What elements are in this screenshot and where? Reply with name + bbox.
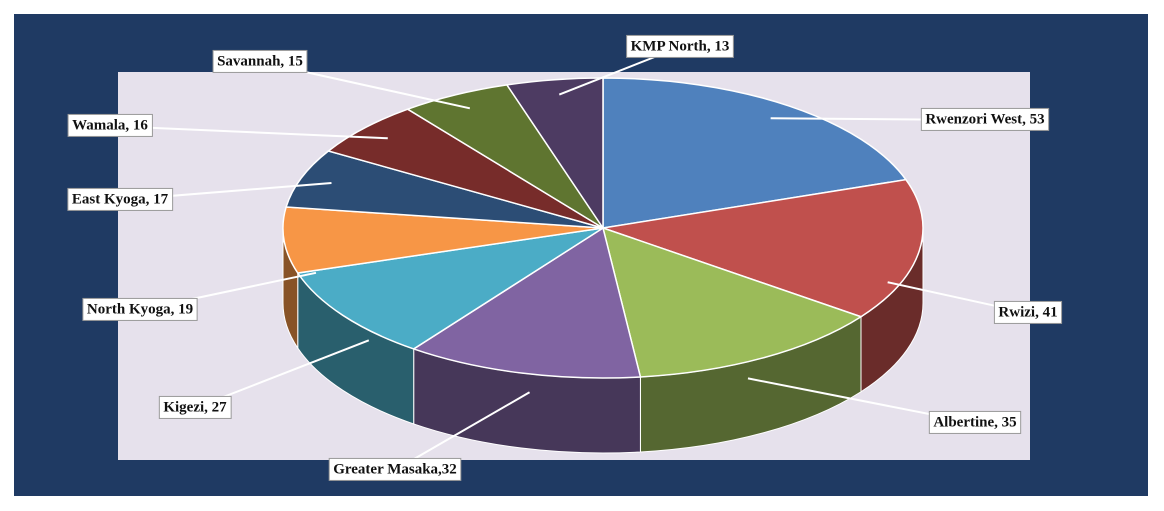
data-label: KMP North, 13 xyxy=(631,38,730,54)
slice-top xyxy=(326,108,604,229)
label-box xyxy=(626,34,734,58)
slice-top xyxy=(296,227,604,350)
label-box xyxy=(920,107,1050,131)
pie-slice xyxy=(285,150,604,229)
data-label: Kigezi, 27 xyxy=(163,399,227,415)
label-box xyxy=(928,410,1022,434)
leader-line xyxy=(394,391,531,471)
data-label: Rwenzori West, 53 xyxy=(925,111,1044,127)
slice-top xyxy=(411,226,642,379)
data-label: East Kyoga, 17 xyxy=(72,191,169,207)
slice-top xyxy=(601,226,863,378)
data-label: Wamala, 16 xyxy=(72,117,148,133)
label-box xyxy=(67,113,153,137)
label-box xyxy=(993,300,1063,324)
label-box xyxy=(67,187,174,211)
slice-top xyxy=(282,206,604,274)
label-box xyxy=(158,395,232,419)
slice-top xyxy=(602,77,908,229)
data-label: North Kyoga, 19 xyxy=(87,301,193,317)
leader-line xyxy=(109,125,388,140)
label-box xyxy=(82,297,198,321)
slice-top xyxy=(602,178,924,318)
label-box xyxy=(212,49,308,73)
pie-slice xyxy=(602,77,908,229)
data-label: Greater Masaka,32 xyxy=(333,461,457,477)
slice-top xyxy=(285,150,604,229)
pie-slice xyxy=(326,108,604,229)
data-label: Savannah, 15 xyxy=(217,53,303,69)
label-box xyxy=(328,457,462,481)
pie-slice xyxy=(282,206,604,350)
pie-slice xyxy=(296,227,604,425)
pie-slice xyxy=(601,226,863,453)
data-label: Albertine, 35 xyxy=(933,414,1016,430)
data-label: Rwizi, 41 xyxy=(998,304,1057,320)
